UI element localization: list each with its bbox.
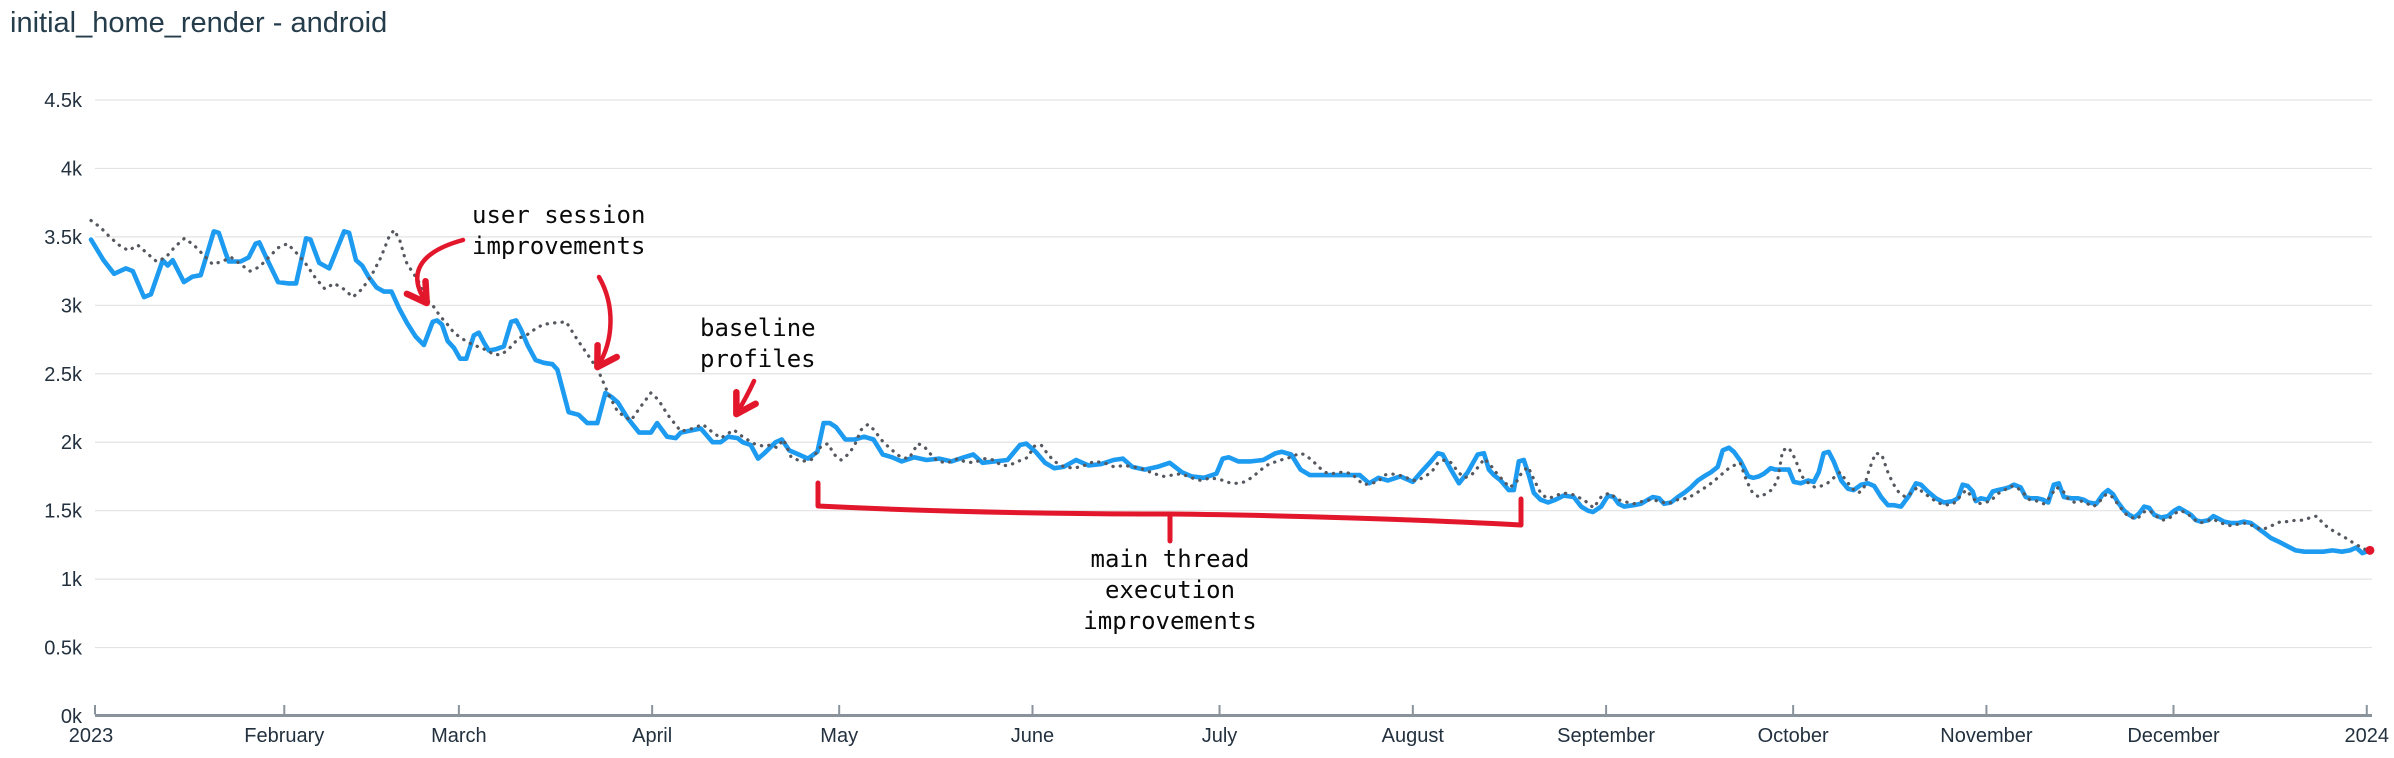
page-title: initial_home_render - android bbox=[10, 7, 388, 39]
arrow-user-session-1 bbox=[403, 237, 466, 307]
y-axis-label: 3k bbox=[61, 295, 83, 317]
gridlines bbox=[95, 99, 2372, 649]
x-axis-label: October bbox=[1758, 725, 1829, 747]
series-line-dotted_gray bbox=[89, 218, 2374, 554]
y-axis-label: 0.5k bbox=[44, 638, 83, 660]
y-axis-label: 2k bbox=[61, 432, 83, 454]
axes: 0k 0.5k 1k 1.5k 2k 2.5k 3k 3.5k 4k 4.5k 2023 Februa… bbox=[44, 90, 2389, 747]
y-axis-label: 0k bbox=[61, 706, 83, 728]
x-axis-label: February bbox=[244, 725, 324, 747]
x-axis-label: June bbox=[1011, 725, 1054, 747]
y-axis-label: 1.5k bbox=[44, 501, 83, 523]
annotation-user-session-improvements: user session improvements bbox=[472, 201, 646, 260]
y-axis-label: 1k bbox=[61, 569, 83, 591]
latest-point-marker bbox=[2365, 545, 2375, 555]
x-axis-label: August bbox=[1382, 725, 1445, 747]
x-axis-label: December bbox=[2127, 725, 2220, 747]
annotation-main-thread-execution-improvements: main thread execution improvements bbox=[1083, 545, 1257, 635]
y-axis-label: 2.5k bbox=[44, 364, 83, 386]
x-axis-label: September bbox=[1557, 725, 1655, 747]
x-axis-label: March bbox=[431, 725, 487, 747]
x-axis-label: April bbox=[632, 725, 672, 747]
y-axis-label: 4k bbox=[61, 158, 83, 180]
arrow-user-session-2 bbox=[594, 274, 620, 371]
y-axis-label: 4.5k bbox=[44, 90, 83, 112]
y-axis-label: 3.5k bbox=[44, 227, 83, 249]
x-axis-label: 2023 bbox=[69, 725, 114, 747]
x-axis-label: May bbox=[820, 725, 858, 747]
x-axis-label: November bbox=[1940, 725, 2033, 747]
x-axis-label: July bbox=[1202, 725, 1238, 747]
annotation-marks bbox=[403, 237, 1524, 544]
arrow-baseline-profiles bbox=[733, 378, 759, 418]
annotation-baseline-profiles: baseline profiles bbox=[700, 314, 816, 373]
series-line-solid_blue bbox=[88, 229, 2373, 556]
x-axis-label: 2024 bbox=[2345, 725, 2390, 747]
series-lines bbox=[88, 218, 2375, 556]
